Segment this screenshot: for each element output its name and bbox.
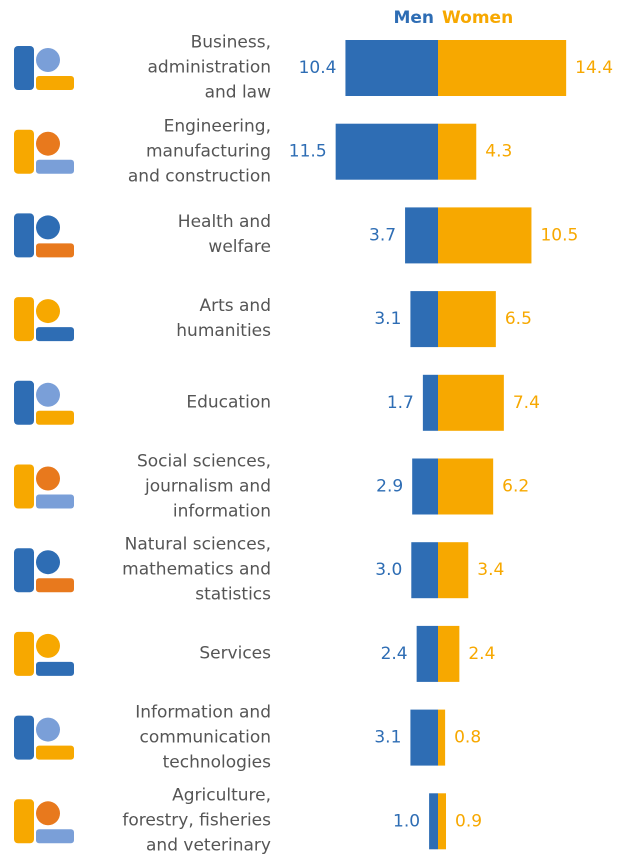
- bar: [335, 123, 438, 180]
- bar: [438, 291, 496, 348]
- category-icon: [14, 129, 74, 174]
- category-label: Information and communication technologi…: [135, 702, 271, 773]
- value-label: 3.1: [374, 309, 401, 329]
- value-label: 3.7: [369, 225, 396, 245]
- category-label: Social sciences, journalism and informat…: [136, 451, 271, 521]
- value-label: 10.5: [540, 225, 578, 245]
- category-icon: [14, 631, 74, 676]
- bar: [438, 207, 532, 264]
- value-label: 10.4: [299, 58, 337, 78]
- category-label: Agriculture, forestry, fisheries and vet…: [122, 785, 271, 854]
- value-label: 0.9: [455, 811, 482, 831]
- bar: [422, 374, 438, 431]
- bar: [438, 625, 460, 682]
- bar: [438, 542, 469, 599]
- category-label: Arts and humanities: [176, 296, 271, 342]
- bar: [438, 458, 494, 515]
- legend-label: Women: [442, 8, 513, 28]
- bar: [405, 207, 438, 264]
- value-label: 14.4: [575, 58, 613, 78]
- category-icon: [14, 46, 74, 90]
- bar: [438, 123, 477, 180]
- category-label: Engineering, manufacturing and construct…: [127, 116, 271, 187]
- bar: [438, 40, 567, 96]
- value-label: 1.0: [393, 811, 420, 831]
- value-label: 3.4: [477, 560, 504, 580]
- bar: [438, 709, 446, 766]
- bar: [416, 625, 438, 682]
- value-label: 2.9: [376, 477, 403, 497]
- category-label: Business, administration and law: [147, 32, 271, 103]
- category-label: Services: [199, 643, 271, 664]
- value-label: 6.2: [502, 477, 529, 497]
- bar: [410, 291, 438, 348]
- category-icon: [14, 548, 74, 593]
- value-label: 1.7: [387, 393, 414, 413]
- bar: [411, 542, 438, 599]
- category-icon: [14, 715, 74, 760]
- category-icon: [14, 464, 74, 509]
- category-label: Natural sciences, mathematics and statis…: [122, 534, 271, 605]
- value-label: 0.8: [454, 728, 481, 748]
- bar: [429, 793, 438, 850]
- value-label: 2.4: [468, 644, 495, 664]
- category-label: Education: [186, 392, 271, 413]
- value-label: 3.1: [374, 728, 401, 748]
- bar: [412, 458, 438, 515]
- bar: [410, 709, 438, 766]
- category-icon: [14, 297, 74, 342]
- bar: [345, 40, 438, 96]
- bar: [438, 374, 504, 431]
- value-label: 4.3: [485, 142, 512, 162]
- bar: [438, 793, 447, 850]
- legend-label: Men: [393, 8, 434, 28]
- value-label: 6.5: [505, 309, 532, 329]
- category-icon: [14, 380, 74, 425]
- category-icon: [14, 213, 74, 258]
- category-icon: [14, 799, 74, 844]
- category-label: Health and welfare: [177, 212, 271, 258]
- value-label: 2.4: [381, 644, 408, 664]
- value-label: 7.4: [513, 393, 540, 413]
- value-label: 3.0: [375, 560, 402, 580]
- value-label: 11.5: [289, 142, 327, 162]
